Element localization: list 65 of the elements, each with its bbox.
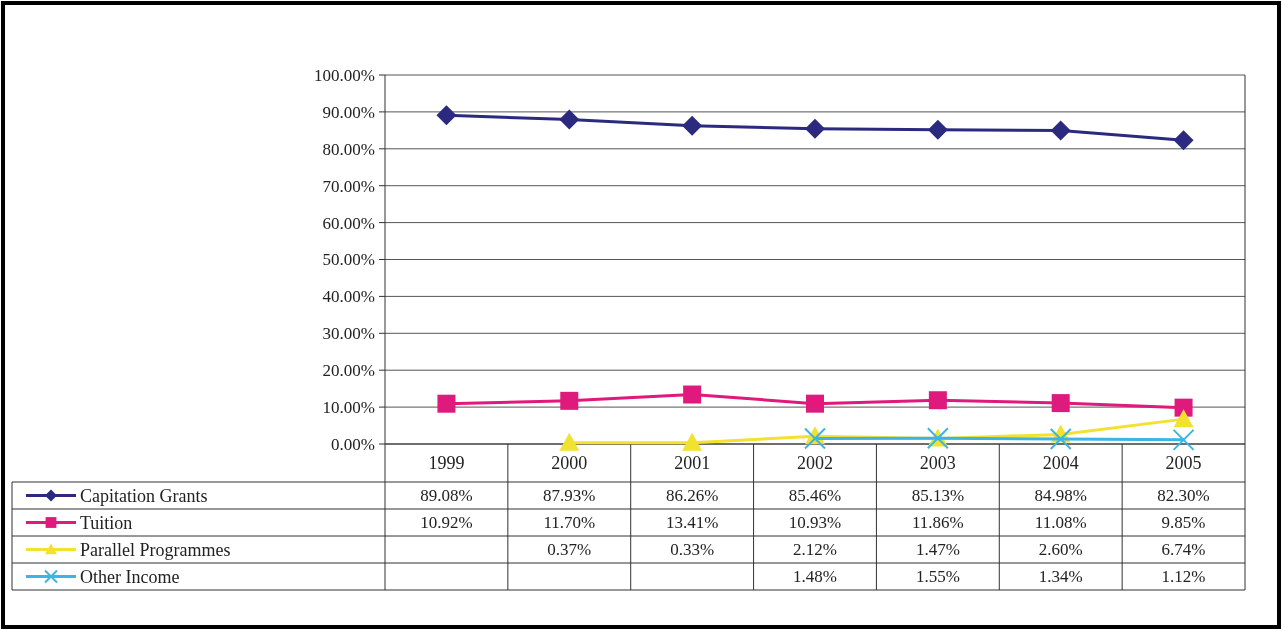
legend-label: Tuition <box>80 512 133 533</box>
data-label: 85.46% <box>788 486 842 506</box>
point <box>928 391 947 410</box>
legend-label: Parallel Programmes <box>80 539 231 560</box>
point <box>1051 394 1070 413</box>
point <box>1173 409 1194 428</box>
point <box>806 394 824 413</box>
data-label: 11.70% <box>543 513 596 533</box>
y-tick-label: 40.00% <box>322 287 375 307</box>
point <box>682 115 703 136</box>
x-tick-label: 2002 <box>797 453 833 474</box>
data-label: 2.60% <box>1038 540 1083 560</box>
legend-label: Other Income <box>80 566 180 587</box>
point <box>560 391 579 410</box>
data-label: 11.86% <box>911 513 964 533</box>
y-tick-label: 60.00% <box>322 213 375 233</box>
y-tick-label: 0.00% <box>331 434 375 454</box>
y-tick-label: 70.00% <box>322 176 375 196</box>
point <box>1049 428 1072 451</box>
y-tick-label: 10.00% <box>322 398 375 418</box>
y-tick-label: 30.00% <box>322 324 375 344</box>
data-label: 82.30% <box>1157 486 1210 506</box>
point <box>437 394 456 413</box>
y-tick-label: 20.00% <box>322 361 375 381</box>
data-label: 6.74% <box>1161 540 1206 560</box>
point <box>682 432 703 451</box>
x-tick-label: 2004 <box>1042 453 1079 474</box>
data-label: 0.37% <box>547 540 592 560</box>
x-tick-label: 2005 <box>1165 453 1202 474</box>
y-tick-label: 50.00% <box>322 250 375 270</box>
data-label: 2.12% <box>793 540 837 560</box>
point <box>804 427 826 450</box>
x-tick-label: 2000 <box>551 453 588 474</box>
y-tick-label: 100.00% <box>314 65 375 85</box>
x-tick-label: 2001 <box>674 453 711 474</box>
data-label: 1.55% <box>915 567 960 587</box>
data-label: 84.98% <box>1034 486 1087 506</box>
point <box>1173 130 1194 151</box>
legend-label: Capitation Grants <box>80 485 208 506</box>
data-label: 85.13% <box>911 486 965 506</box>
data-label: 11.08% <box>1034 513 1087 533</box>
data-label: 1.12% <box>1161 567 1206 587</box>
y-tick-label: 80.00% <box>322 139 375 159</box>
data-label: 1.47% <box>915 540 960 560</box>
data-label: 13.41% <box>665 513 719 533</box>
point <box>683 385 702 404</box>
x-tick-label: 1999 <box>428 453 465 474</box>
y-tick-label: 90.00% <box>322 102 375 122</box>
data-label: 9.85% <box>1161 513 1206 533</box>
point <box>559 109 580 130</box>
x-tick-label: 2003 <box>919 453 956 474</box>
data-label: 1.48% <box>793 567 837 587</box>
point <box>927 119 948 140</box>
data-label: 1.34% <box>1038 567 1083 587</box>
point <box>436 105 457 126</box>
data-label: 87.93% <box>543 486 596 506</box>
point <box>1172 428 1195 451</box>
data-label: 0.33% <box>670 540 715 560</box>
point <box>805 118 825 139</box>
point <box>559 432 580 451</box>
data-label: 10.93% <box>788 513 842 533</box>
data-label: 89.08% <box>420 486 473 506</box>
data-label: 86.26% <box>665 486 719 506</box>
point <box>1050 120 1071 141</box>
data-label: 10.92% <box>420 513 473 533</box>
